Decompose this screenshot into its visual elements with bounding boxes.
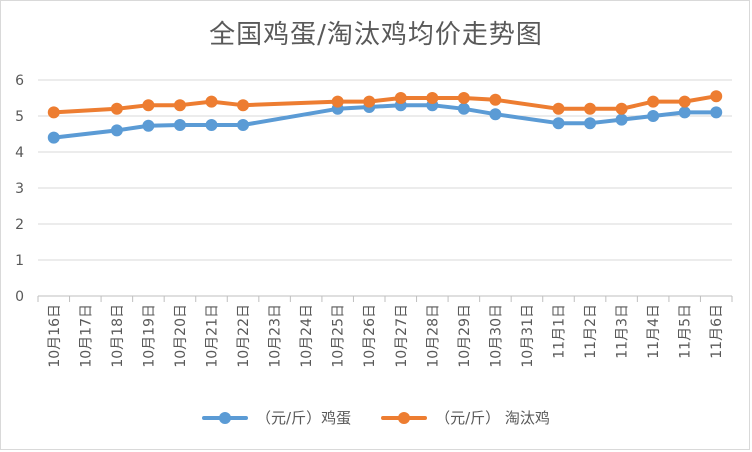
x-tick-label: 10月18日 xyxy=(110,304,126,368)
data-point-1 xyxy=(647,95,660,108)
data-point-1 xyxy=(678,95,691,108)
data-point-0 xyxy=(457,102,470,115)
data-point-1 xyxy=(710,90,723,103)
x-tick-label: 10月17日 xyxy=(78,304,94,368)
y-tick-label: 3 xyxy=(15,181,24,197)
legend-swatch-eggs xyxy=(202,411,249,424)
data-point-0 xyxy=(173,119,186,131)
y-tick-label: 5 xyxy=(15,109,24,125)
x-tick-label: 10月26日 xyxy=(362,304,378,368)
x-tick-label: 10月19日 xyxy=(141,304,157,368)
data-point-1 xyxy=(552,102,565,115)
data-point-0 xyxy=(142,119,155,132)
data-point-0 xyxy=(47,131,60,144)
data-point-0 xyxy=(205,119,218,131)
x-tick-label: 10月25日 xyxy=(331,304,347,368)
y-tick-labels: 0 1 2 3 4 5 6 xyxy=(15,73,24,305)
x-tick-label: 10月27日 xyxy=(394,304,410,368)
x-tick-label: 11月2日 xyxy=(583,304,599,359)
data-point-0 xyxy=(615,113,628,126)
x-tick-label: 10月24日 xyxy=(299,304,315,368)
legend-label-eggs: （元/斤）鸡蛋 xyxy=(256,409,352,427)
data-point-0 xyxy=(710,106,723,119)
data-point-1 xyxy=(47,106,60,119)
data-point-0 xyxy=(552,117,565,130)
data-point-1 xyxy=(173,99,186,112)
x-tick-label: 10月30日 xyxy=(488,304,504,368)
y-tick-label: 6 xyxy=(15,73,24,89)
series-lines xyxy=(47,90,723,144)
data-point-1 xyxy=(394,92,407,104)
y-tick-label: 2 xyxy=(15,217,24,233)
legend-item-eggs: （元/斤）鸡蛋 xyxy=(202,407,351,428)
legend: （元/斤）鸡蛋 （元/斤） 淘汰鸡 xyxy=(0,407,752,428)
x-tick-label: 10月31日 xyxy=(520,304,536,368)
data-point-0 xyxy=(647,110,660,122)
data-point-1 xyxy=(457,92,470,104)
x-tick-label: 10月23日 xyxy=(268,304,284,368)
data-point-0 xyxy=(237,119,250,131)
x-tick-label: 10月22日 xyxy=(236,304,252,368)
x-tick-label: 11月4日 xyxy=(646,304,662,359)
axes xyxy=(37,295,733,302)
y-tick-label: 1 xyxy=(15,253,24,269)
legend-label-culled-hens: （元/斤） 淘汰鸡 xyxy=(435,409,550,427)
data-point-1 xyxy=(142,99,155,112)
x-tick-label: 11月5日 xyxy=(678,304,694,359)
y-tick-label: 4 xyxy=(15,145,24,161)
data-point-1 xyxy=(584,102,597,115)
data-point-1 xyxy=(363,95,376,108)
data-point-1 xyxy=(110,102,123,115)
x-tick-label: 10月20日 xyxy=(173,304,189,368)
legend-swatch-culled-hens xyxy=(381,411,428,424)
data-point-0 xyxy=(678,106,691,119)
gridlines xyxy=(38,79,732,261)
data-point-1 xyxy=(205,95,218,108)
x-tick-label: 11月1日 xyxy=(552,304,568,359)
data-point-0 xyxy=(584,117,597,130)
y-tick-label: 0 xyxy=(15,289,24,305)
data-point-1 xyxy=(489,93,502,106)
x-tick-labels: 10月16日 10月17日 10月18日 10月19日 10月20日 10月21日 10月2… xyxy=(47,304,725,368)
data-point-1 xyxy=(426,92,439,104)
x-tick-label: 11月3日 xyxy=(615,304,631,359)
data-point-0 xyxy=(489,108,502,121)
x-tick-label: 11月6日 xyxy=(709,304,725,359)
x-tick-label: 10月28日 xyxy=(425,304,441,368)
data-point-0 xyxy=(110,124,123,137)
x-tick-label: 10月16日 xyxy=(47,304,63,368)
legend-item-culled-hens: （元/斤） 淘汰鸡 xyxy=(381,407,550,428)
x-tick-label: 10月21日 xyxy=(205,304,221,368)
chart-title: 全国鸡蛋/淘汰鸡均价走势图 xyxy=(209,20,543,50)
data-point-1 xyxy=(237,99,250,112)
x-tick-label: 10月29日 xyxy=(457,304,473,368)
data-point-1 xyxy=(615,102,628,115)
data-point-1 xyxy=(331,95,344,108)
